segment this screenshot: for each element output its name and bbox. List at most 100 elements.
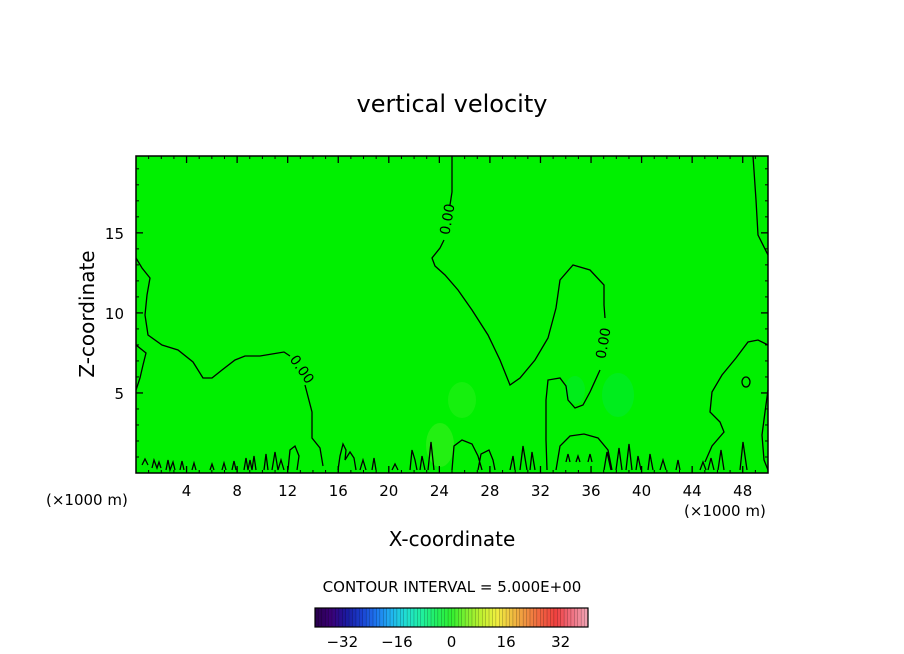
x-axis: 4 8 12 16 20 24 28 32 36 40 44 48	[148, 156, 756, 500]
contour-label: 0.00	[437, 203, 458, 236]
contour-blob	[741, 376, 751, 388]
colorbar-cell	[379, 608, 384, 627]
colorbar-cell	[437, 608, 442, 627]
colorbar-cell	[359, 608, 364, 627]
colorbar-cell	[461, 608, 466, 627]
colorbar-cell	[362, 608, 367, 627]
colorbar-cell	[543, 608, 548, 627]
x-unit-left: (×1000 m)	[46, 491, 128, 509]
x-tick-label: 36	[581, 482, 600, 500]
colorbar-cell	[485, 608, 490, 627]
colorbar-cell	[489, 608, 493, 627]
x-tick-label: 4	[182, 482, 192, 500]
colorbar-cell	[550, 608, 555, 627]
x-tick-label: 12	[278, 482, 297, 500]
colorbar-tick-label: 32	[551, 633, 570, 651]
contour-interval: CONTOUR INTERVAL = 5.000E+00	[323, 578, 582, 596]
colorbar-cell	[328, 608, 333, 627]
colorbar-cell	[444, 608, 449, 627]
colorbar-cell	[448, 608, 452, 627]
y-tick-label: 15	[105, 225, 124, 243]
colorbar-cell	[434, 608, 439, 627]
contour-left-edge	[135, 344, 147, 391]
colorbar-cell	[471, 608, 476, 627]
colorbar-cell	[403, 608, 408, 627]
colorbar-cell	[509, 608, 514, 627]
colorbar-cell	[383, 608, 387, 627]
colorbar-cell	[458, 608, 463, 627]
colorbar-cell	[553, 608, 558, 627]
colorbar-cell	[454, 608, 459, 627]
colorbar-cell	[349, 608, 353, 627]
y-tick-label: 5	[114, 385, 124, 403]
colorbar-cell	[335, 608, 340, 627]
colorbar-cell	[441, 608, 445, 627]
colorbar-cell	[564, 608, 568, 627]
x-tick-label: 44	[683, 482, 702, 500]
colorbar-cell	[478, 608, 483, 627]
field-patch	[602, 373, 634, 417]
contour-center-3	[545, 369, 601, 471]
colorbar-cell	[512, 608, 517, 627]
x-tick-label: 32	[531, 482, 550, 500]
colorbar-cell	[560, 608, 565, 627]
colorbar	[314, 607, 589, 628]
colorbar-cell	[574, 608, 579, 627]
colorbar-cell	[519, 608, 524, 627]
colorbar-cell	[407, 608, 411, 627]
colorbar-cell	[393, 608, 398, 627]
colorbar-cell	[495, 608, 500, 627]
colorbar-cell	[390, 608, 394, 627]
contour-right-2	[704, 339, 769, 463]
colorbar-cell	[386, 608, 391, 627]
contour-center	[449, 156, 453, 206]
colorbar-tick-label: −32	[326, 633, 358, 651]
colorbar-cell	[533, 608, 538, 627]
x-tick-label: 28	[480, 482, 499, 500]
x-tick-label: 20	[379, 482, 398, 500]
colorbar-cell	[400, 608, 405, 627]
colorbar-cell	[417, 608, 422, 627]
colorbar-cell	[352, 608, 357, 627]
x-axis-label: X-coordinate	[389, 527, 516, 551]
colorbar-cell	[465, 608, 469, 627]
colorbar-cell	[526, 608, 531, 627]
colorbar-cell	[338, 608, 343, 627]
colorbar-cell	[355, 608, 360, 627]
colorbar-cell	[506, 608, 510, 627]
y-axis-label: Z-coordinate	[75, 250, 99, 377]
contour-lines	[135, 155, 769, 473]
colorbar-tick-label: 0	[447, 633, 457, 651]
colorbar-cell	[318, 608, 323, 627]
colorbar-cell	[577, 608, 582, 627]
colorbar-cell	[499, 608, 503, 627]
x-tick-label: 24	[430, 482, 449, 500]
x-tick-label: 48	[733, 482, 752, 500]
colorbar-cell	[373, 608, 377, 627]
contour-bottom-wiggles	[141, 433, 748, 473]
x-tick-label: 16	[329, 482, 348, 500]
colorbar-cell	[427, 608, 432, 627]
colorbar-tick-label: −16	[381, 633, 413, 651]
colorbar-cell	[468, 608, 473, 627]
contour-center-2	[431, 239, 606, 387]
colorbar-cell	[567, 608, 572, 627]
colorbar-cell	[413, 608, 418, 627]
colorbar-cell	[420, 608, 425, 627]
contour-left-lower	[304, 384, 324, 467]
contour-right-3	[761, 389, 769, 471]
colorbar-cell	[547, 608, 551, 627]
field-patch	[565, 376, 585, 404]
y-tick-label: 10	[105, 305, 124, 323]
x-tick-label: 40	[632, 482, 651, 500]
colorbar-cell	[376, 608, 381, 627]
chart-title: vertical velocity	[357, 90, 548, 118]
colorbar-cell	[475, 608, 480, 627]
colorbar-cell	[516, 608, 521, 627]
contour-label: 0.00	[593, 327, 614, 360]
colorbar-cell	[451, 608, 456, 627]
colorbar-cell	[557, 608, 561, 627]
y-axis: 5 10 15	[105, 168, 768, 458]
colorbar-cell	[332, 608, 336, 627]
